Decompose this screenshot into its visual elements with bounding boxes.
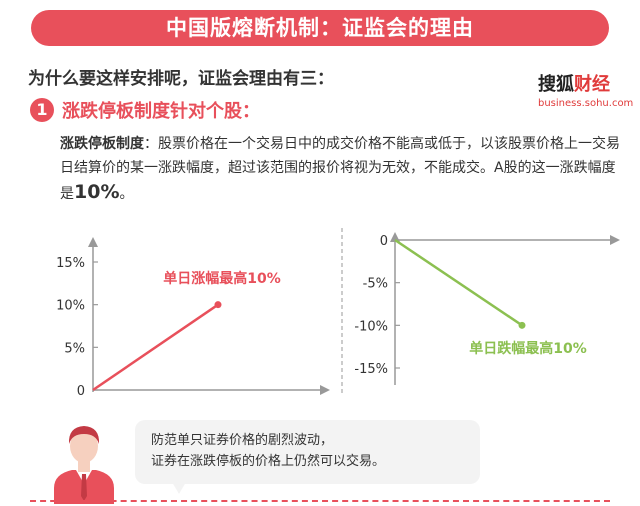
point-title: 涨跌停板制度针对个股：	[62, 101, 260, 122]
page-title-banner: 中国版熔断机制：证监会的理由	[31, 10, 609, 46]
series-line	[92, 303, 219, 392]
x-axis-arrow	[610, 235, 620, 245]
description-end: 。	[119, 186, 134, 202]
limit-down-chart: 0 -5% -10% -15% 单日跌幅最高10%	[354, 232, 620, 385]
y-tick-label: 0	[380, 234, 388, 249]
logo-wordmark: 搜狐财经	[538, 70, 630, 96]
data-point	[518, 321, 526, 329]
chart-annotation: 单日跌幅最高10%	[469, 340, 587, 357]
person-avatar-icon	[54, 426, 114, 504]
logo-text-red: 财经	[574, 74, 610, 95]
description-paragraph: 涨跌停板制度：股票价格在一个交易日中的成交价格不能高或低于，以该股票价格上一交易…	[60, 132, 620, 206]
limit-up-chart: 0 5% 10% 15% 单日涨幅最高10%	[56, 237, 330, 399]
y-tick-label: -15%	[354, 362, 388, 377]
limit-charts: 0 5% 10% 15% 单日涨幅最高10% 0 -5% -10% -15% 单日跌幅最高10%	[56, 228, 620, 399]
description-value: 10%	[74, 181, 120, 203]
y-tick-label: -10%	[354, 319, 388, 334]
bottom-dashed-divider	[30, 500, 610, 502]
y-axis-arrow	[88, 237, 98, 247]
x-axis-arrow	[320, 385, 330, 395]
series-line	[394, 238, 523, 327]
description-body: ：股票价格在一个交易日中的成交价格不能高或低于，以该股票价格上一交易日结算价的某…	[60, 136, 620, 202]
intro-text: 为什么要这样安排呢，证监会理由有三：	[28, 69, 334, 89]
y-tick-label: -5%	[363, 277, 388, 292]
speech-bubble-tail	[172, 482, 186, 494]
chart-annotation: 单日涨幅最高10%	[163, 270, 281, 287]
y-tick-label: 0	[77, 384, 85, 399]
y-tick-label: 10%	[56, 299, 85, 314]
point-heading: 1 涨跌停板制度针对个股：	[30, 97, 260, 123]
bubble-line-1: 防范单只证券价格的剧烈波动，	[151, 433, 334, 448]
logo-text-black: 搜狐	[538, 74, 574, 95]
sohu-finance-logo: 搜狐财经 business.sohu.com	[538, 70, 634, 109]
logo-url: business.sohu.com	[538, 98, 634, 109]
speech-bubble: 防范单只证券价格的剧烈波动， 证券在涨跌停板的价格上仍然可以交易。	[135, 420, 480, 484]
description-term: 涨跌停板制度	[60, 136, 144, 152]
point-number-badge: 1	[30, 98, 54, 122]
bubble-line-2: 证券在涨跌停板的价格上仍然可以交易。	[151, 454, 386, 469]
y-tick-label: 15%	[56, 256, 85, 271]
y-tick-label: 5%	[64, 341, 85, 356]
data-point	[214, 301, 222, 309]
